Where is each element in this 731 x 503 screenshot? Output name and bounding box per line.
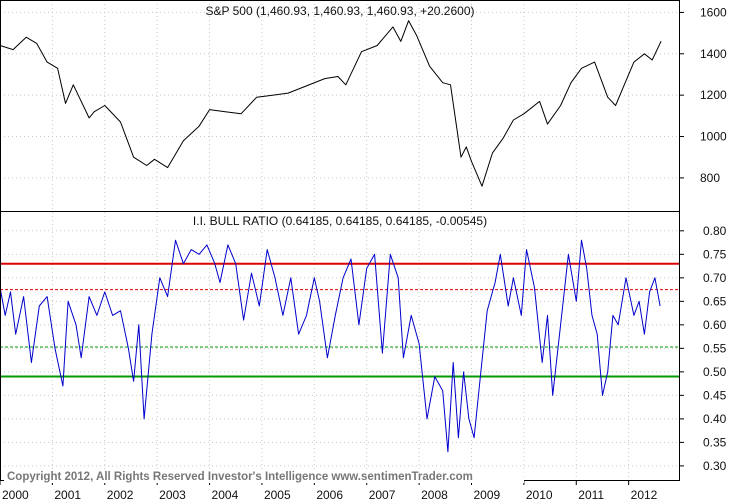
x-tick-label: 2003 [159, 488, 186, 502]
bull-ratio-y-tick-label: 0.30 [703, 459, 727, 473]
bull-ratio-y-tick-label: 0.70 [703, 271, 727, 285]
bull-ratio-y-tick-label: 0.50 [703, 365, 727, 379]
plot-frame [0, 0, 680, 481]
sp500-line [0, 20, 662, 187]
x-tick-label: 2000 [2, 488, 29, 502]
x-tick-label: 2001 [54, 488, 81, 502]
x-tick-label: 2009 [473, 488, 500, 502]
x-tick-labels: 2000 2001 2002 2003 2004 2005 2006 2007 2008 2009… [0, 480, 658, 502]
bull-ratio-y-tick-labels: 0.30 0.35 0.40 0.45 0.50 0.55 0.60 0.65 0.70 0.75… [680, 224, 727, 473]
x-tick-label: 2011 [578, 488, 604, 502]
bull-ratio-y-tick-label: 0.80 [703, 224, 727, 238]
bull-ratio-y-tick-label: 0.75 [703, 247, 727, 261]
sp500-y-tick-label: 800 [700, 171, 720, 185]
copyright-background [4, 469, 524, 483]
copyright-text: Copyright 2012, All Rights Reserved Inve… [7, 471, 473, 483]
bull-ratio-series [0, 239, 661, 453]
bull-ratio-y-tick-label: 0.55 [703, 341, 727, 355]
bull-ratio-threshold-lines [0, 262, 680, 378]
sp500-y-tick-label: 1000 [700, 130, 727, 144]
x-tick-label: 2002 [107, 488, 134, 502]
sp500-series [0, 20, 662, 187]
x-tick-label: 2007 [369, 488, 396, 502]
x-tick-label: 2008 [421, 488, 448, 502]
x-tick-label: 2005 [264, 488, 291, 502]
bull-ratio-title: I.I. BULL RATIO (0.64185, 0.64185, 0.641… [193, 214, 487, 228]
sp500-y-tick-labels: 800 1000 1200 1400 1600 [680, 5, 727, 185]
bull-ratio-y-tick-label: 0.45 [703, 388, 727, 402]
bull-ratio-y-tick-label: 0.65 [703, 294, 727, 308]
sp500-y-tick-label: 1600 [700, 5, 727, 19]
sp500-title: S&P 500 (1,460.93, 1,460.93, 1,460.93, +… [206, 4, 475, 18]
bull-ratio-line [0, 239, 661, 453]
bull-ratio-grid [0, 212, 680, 480]
bull-ratio-y-tick-label: 0.60 [703, 318, 727, 332]
x-tick-label: 2006 [316, 488, 343, 502]
sp500-grid [0, 0, 680, 211]
sp500-y-tick-label: 1200 [700, 88, 727, 102]
x-tick-label: 2012 [631, 488, 658, 502]
x-tick-label: 2004 [212, 488, 239, 502]
bull-ratio-y-tick-label: 0.35 [703, 435, 727, 449]
x-tick-label: 2010 [526, 488, 553, 502]
bull-ratio-y-tick-label: 0.40 [703, 412, 727, 426]
sp500-y-tick-label: 1400 [700, 47, 727, 61]
